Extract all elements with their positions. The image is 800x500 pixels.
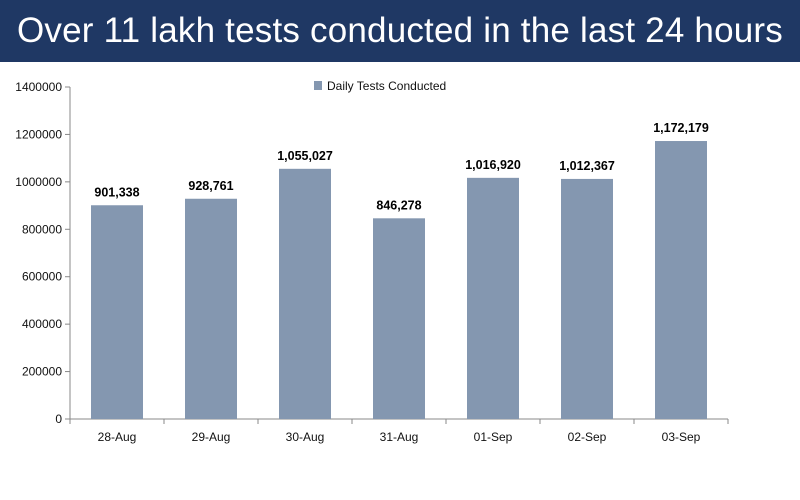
y-tick-label: 1200000 — [15, 127, 62, 141]
bar — [373, 218, 425, 419]
legend-swatch — [314, 81, 322, 90]
bar — [655, 141, 707, 419]
y-tick-label: 400000 — [22, 317, 62, 331]
data-label: 846,278 — [376, 198, 421, 212]
chart-area: Daily Tests Conducted 0 200000 400000 60000… — [0, 62, 800, 500]
x-tick-label: 30-Aug — [286, 430, 325, 444]
x-tick-label: 29-Aug — [192, 430, 231, 444]
title-banner: Over 11 lakh tests conducted in the last… — [0, 0, 800, 62]
bar — [561, 178, 613, 419]
y-tick-label: 0 — [55, 412, 62, 426]
x-tick-label: 31-Aug — [380, 430, 419, 444]
data-label: 1,172,179 — [653, 121, 709, 135]
x-tick-label: 28-Aug — [98, 430, 137, 444]
y-axis: 0 200000 400000 600000 800000 1000000 1200000 1… — [15, 80, 71, 426]
bar — [279, 168, 331, 419]
y-tick-label: 200000 — [22, 365, 62, 379]
data-label: 928,761 — [188, 179, 233, 193]
x-axis: 28-Aug 29-Aug 30-Aug 31-Aug 01-Sep 02-Sep 03-S… — [69, 418, 729, 444]
data-labels: 901,338 928,761 1,055,027 846,278 1,016,920 1… — [94, 121, 708, 212]
y-tick-label: 1400000 — [15, 80, 62, 94]
x-tick-label: 02-Sep — [568, 430, 607, 444]
legend-label: Daily Tests Conducted — [327, 79, 446, 93]
y-tick-label: 1000000 — [15, 175, 62, 189]
data-label: 901,338 — [94, 185, 139, 199]
y-tick-label: 800000 — [22, 222, 62, 236]
bar — [91, 205, 143, 419]
data-label: 1,012,367 — [559, 159, 615, 173]
data-label: 1,016,920 — [465, 158, 521, 172]
bar — [467, 177, 519, 419]
bar — [185, 198, 237, 419]
data-label: 1,055,027 — [277, 149, 333, 163]
x-tick-label: 01-Sep — [474, 430, 513, 444]
bar-chart: Daily Tests Conducted 0 200000 400000 60000… — [15, 79, 729, 444]
bar-series — [91, 141, 707, 419]
legend: Daily Tests Conducted — [314, 79, 446, 93]
x-tick-label: 03-Sep — [662, 430, 701, 444]
page-title: Over 11 lakh tests conducted in the last… — [17, 11, 783, 50]
y-tick-label: 600000 — [22, 270, 62, 284]
